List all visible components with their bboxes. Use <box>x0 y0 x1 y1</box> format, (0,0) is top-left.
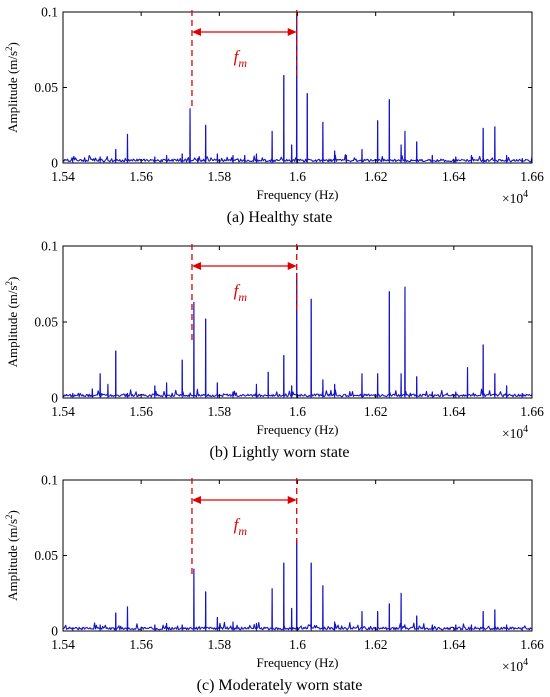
panel-caption: (c) Moderately worn state <box>197 677 363 694</box>
x-axis-label: Frequency (Hz) <box>257 422 339 437</box>
chart-panel-1: 1.54 1.56 1.58 1.6 1.62 1.64 1.66 0 0.05 0.1 Frequ… <box>4 5 544 227</box>
x-multiplier-exponent: 4 <box>523 657 528 668</box>
y-tick-label: 0.05 <box>34 80 58 95</box>
x-tick-label: 1.58 <box>208 404 232 419</box>
panel-caption: (b) Lightly worn state <box>210 444 350 461</box>
fm-label: fm <box>234 515 248 538</box>
x-tick-label: 1.66 <box>520 637 544 652</box>
y-tick-label: 0 <box>51 156 58 171</box>
y-tick-label: 0.1 <box>41 239 58 254</box>
x-tick-label: 1.66 <box>520 169 544 184</box>
x-axis-multiplier: ×104 <box>502 657 528 674</box>
fm-subscript: m <box>238 290 247 304</box>
fm-symbol: f <box>234 281 241 300</box>
x-multiplier-exponent: 4 <box>523 424 528 435</box>
fm-arrowhead-left <box>191 262 201 270</box>
panel-caption: (a) Healthy state <box>227 209 333 226</box>
fm-symbol: f <box>234 47 241 66</box>
plot-frame <box>62 479 533 632</box>
x-tick-label: 1.56 <box>129 169 153 184</box>
chart-panel-2: 1.54 1.56 1.58 1.6 1.62 1.64 1.66 0 0.05 0.1 Frequ… <box>4 239 544 462</box>
fm-subscript: m <box>238 56 247 70</box>
fm-arrowhead-right <box>287 28 297 36</box>
x-tick-label: 1.62 <box>364 637 388 652</box>
x-tick-label: 1.6 <box>289 404 306 419</box>
y-tick-label: 0.05 <box>34 315 58 330</box>
y-label-superscript: 2 <box>4 514 14 519</box>
x-tick-label: 1.66 <box>520 404 544 419</box>
plot-frame <box>62 245 533 399</box>
x-tick-label: 1.6 <box>289 637 306 652</box>
x-multiplier-base: ×10 <box>502 426 523 441</box>
y-tick-label: 0 <box>51 624 58 639</box>
y-tick-label: 0 <box>51 391 58 406</box>
fm-symbol: f <box>234 515 241 534</box>
fm-arrowhead-left <box>191 28 201 36</box>
y-tick-label: 0.1 <box>41 473 58 488</box>
y-tick-label: 0.1 <box>41 5 58 20</box>
x-tick-label: 1.54 <box>51 637 75 652</box>
fm-subscript: m <box>238 524 247 538</box>
x-tick-label: 1.64 <box>442 169 466 184</box>
y-label-text: Amplitude (m/s <box>5 519 20 601</box>
x-multiplier-exponent: 4 <box>523 189 528 200</box>
fm-arrowhead-right <box>287 496 297 504</box>
chart-panel-3: 1.54 1.56 1.58 1.6 1.62 1.64 1.66 0 0.05 0.1 Frequ… <box>4 473 544 695</box>
y-tick-label: 0.05 <box>34 548 58 563</box>
x-tick-label: 1.6 <box>289 169 306 184</box>
x-tick-label: 1.62 <box>364 169 388 184</box>
fm-label: fm <box>234 281 248 304</box>
spectrum-series-line <box>62 539 532 631</box>
x-axis-multiplier: ×104 <box>502 189 528 206</box>
y-axis-label: Amplitude (m/s2) <box>4 510 20 601</box>
y-label-superscript: 2 <box>4 46 14 51</box>
x-tick-label: 1.64 <box>442 637 466 652</box>
y-label-superscript: 2 <box>4 281 14 286</box>
x-tick-label: 1.58 <box>208 637 232 652</box>
x-multiplier-base: ×10 <box>502 659 523 674</box>
plot-frame <box>62 11 533 164</box>
y-label-text: Amplitude (m/s <box>5 285 20 367</box>
x-tick-label: 1.62 <box>364 404 388 419</box>
x-tick-label: 1.64 <box>442 404 466 419</box>
y-label-text: Amplitude (m/s <box>5 51 20 133</box>
y-axis-label: Amplitude (m/s2) <box>4 42 20 133</box>
y-axis-label: Amplitude (m/s2) <box>4 277 20 368</box>
x-axis-multiplier: ×104 <box>502 424 528 441</box>
spectrum-series-line <box>62 11 533 163</box>
fm-label: fm <box>234 47 248 70</box>
fm-arrowhead-right <box>287 262 297 270</box>
x-tick-label: 1.54 <box>51 404 75 419</box>
x-tick-label: 1.56 <box>129 404 153 419</box>
x-tick-label: 1.54 <box>51 169 75 184</box>
y-label-close: ) <box>5 277 20 281</box>
spectrum-series-line <box>62 272 533 398</box>
x-tick-label: 1.56 <box>129 637 153 652</box>
x-multiplier-base: ×10 <box>502 191 523 206</box>
x-tick-label: 1.58 <box>208 169 232 184</box>
fm-arrowhead-left <box>191 496 201 504</box>
x-axis-label: Frequency (Hz) <box>257 187 339 202</box>
y-label-close: ) <box>5 510 20 514</box>
y-label-close: ) <box>5 42 20 46</box>
x-axis-label: Frequency (Hz) <box>257 655 339 670</box>
